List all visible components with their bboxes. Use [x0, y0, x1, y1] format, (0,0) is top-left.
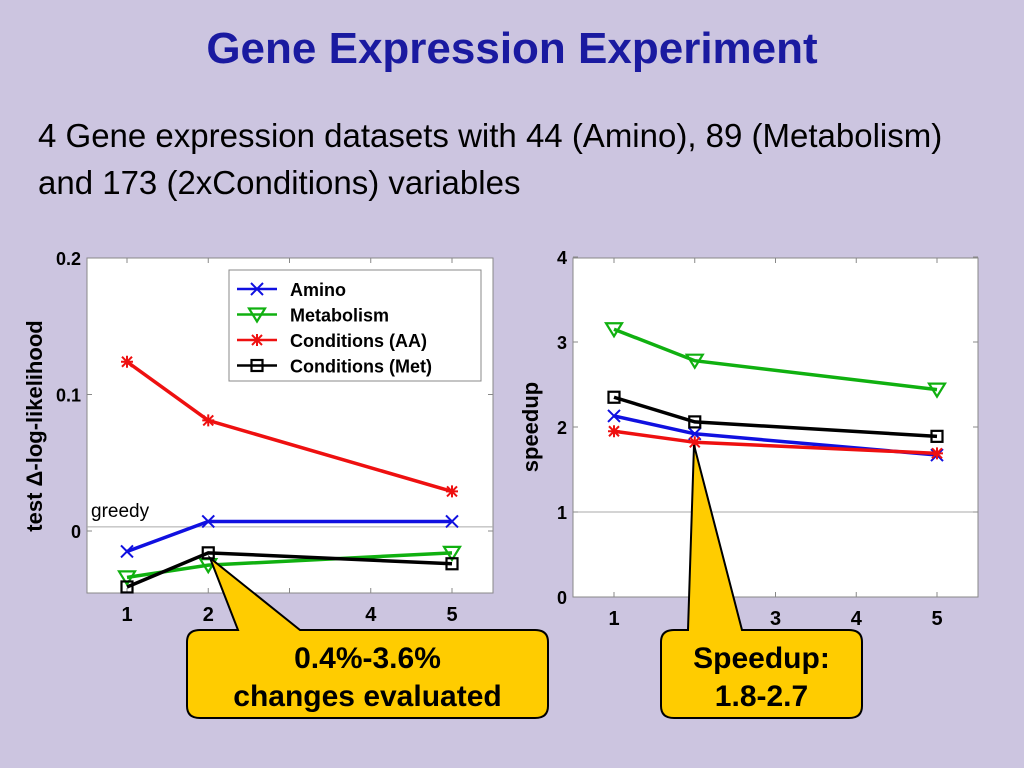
right-point-conditions-met	[607, 390, 621, 404]
right-point-conditions-aa	[688, 436, 701, 449]
legend-entry-conditions-met: Conditions (Met)	[237, 357, 432, 377]
left-point-metabolism	[442, 545, 462, 562]
right-point-amino	[607, 409, 621, 423]
left-xtick-label: 5	[446, 604, 457, 626]
legend-swatch-marker	[250, 282, 264, 296]
left-callout-bubble	[186, 554, 549, 719]
right-ytick-label: 2	[557, 418, 567, 438]
left-reference-label: greedy	[91, 501, 150, 522]
legend-entry-conditions-aa: Conditions (AA)	[237, 331, 427, 351]
right-callout-line2: 1.8-2.7	[714, 680, 809, 713]
right-xtick-label: 3	[770, 608, 781, 630]
left-series-amino	[120, 514, 459, 559]
legend-label: Metabolism	[290, 306, 389, 326]
left-xtick-label: 2	[203, 604, 214, 626]
left-line-conditions-met	[126, 551, 453, 589]
right-callout-bubble	[660, 444, 863, 719]
legend-swatch-marker	[247, 307, 267, 324]
right-ylabel: speedup	[518, 382, 543, 472]
left-ytick-label: 0.2	[56, 249, 81, 269]
legend-label: Amino	[290, 280, 346, 300]
left-series-conditions-aa	[121, 355, 458, 498]
left-point-conditions-met	[120, 580, 134, 594]
right-point-metabolism	[604, 322, 624, 339]
right-xtick-label: 5	[931, 608, 942, 630]
left-ylabel-prefix: test	[22, 486, 47, 531]
right-point-metabolism	[927, 382, 947, 399]
callouts	[186, 444, 863, 719]
right-point-conditions-aa	[608, 425, 620, 438]
left-xtick-label: 4	[365, 604, 377, 626]
left-point-metabolism	[117, 570, 137, 587]
left-ytick-label: 0	[71, 522, 81, 542]
left-point-amino	[120, 544, 134, 559]
right-ytick-label: 4	[557, 248, 567, 268]
slide-title: Gene Expression Experiment	[206, 24, 818, 73]
left-series-conditions-met	[120, 546, 459, 594]
slide-subtitle: 4 Gene expression datasets with 44 (Amin…	[38, 117, 943, 201]
right-callout-text: Speedup: 1.8-2.7	[664, 640, 859, 716]
left-ytick-label: 0.1	[56, 386, 81, 406]
left-point-amino	[201, 514, 215, 529]
legend-label: Conditions (AA)	[290, 331, 427, 351]
right-line-metabolism	[613, 327, 938, 392]
right-point-conditions-aa	[931, 447, 943, 460]
right-callout-line1: Speedup:	[693, 642, 830, 675]
right-point-metabolism	[684, 353, 705, 370]
left-callout-line1: 0.4%-3.6%	[294, 642, 441, 675]
legend-entry-metabolism: Metabolism	[237, 306, 389, 326]
left-point-conditions-met	[201, 546, 215, 560]
right-line-conditions-met	[613, 395, 938, 439]
right-ytick-label: 1	[557, 503, 567, 523]
left-callout-line2: changes evaluated	[233, 680, 502, 713]
right-xtick-label: 4	[851, 608, 863, 630]
right-series-conditions-aa	[608, 425, 943, 460]
left-point-conditions-aa	[446, 485, 458, 498]
right-series-conditions-met	[607, 390, 944, 443]
right-ytick-label: 3	[557, 333, 567, 353]
left-xtick-label: 1	[121, 604, 132, 626]
right-ytick-label: 0	[557, 588, 567, 608]
left-ylabel-delta: Δ	[22, 471, 47, 487]
left-ylabel-suffix: -log-likelihood	[22, 320, 47, 470]
legend-label: Conditions (Met)	[290, 357, 432, 377]
right-chart: 0123412345speedup	[518, 248, 979, 630]
left-point-conditions-aa	[202, 414, 215, 427]
legend-entry-amino: Amino	[237, 280, 346, 300]
right-xtick-label: 1	[608, 608, 619, 630]
legend-swatch-marker	[251, 334, 263, 346]
left-legend: Amino Metabolism Conditions (AA) Conditions…	[228, 269, 482, 382]
left-point-conditions-aa	[121, 355, 133, 368]
left-point-amino	[445, 514, 459, 529]
left-callout-text: 0.4%-3.6% changes evaluated	[190, 640, 545, 716]
right-series-metabolism	[604, 322, 947, 399]
right-point-conditions-met	[930, 429, 944, 443]
left-point-conditions-met	[445, 557, 459, 571]
left-ylabel: test Δ-log-likelihood	[22, 320, 47, 531]
right-point-conditions-met	[688, 415, 702, 429]
legend-swatch-marker	[250, 358, 264, 373]
left-chart: greedy 0 0.1 0.2 1 2 4 5 test Δ-log-likelihood Am…	[22, 249, 494, 626]
left-line-metabolism	[126, 551, 453, 580]
